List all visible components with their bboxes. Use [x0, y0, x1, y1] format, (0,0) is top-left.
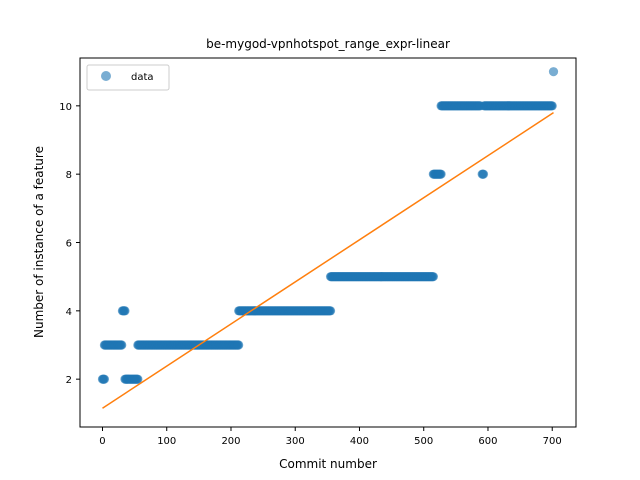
x-tick-label: 700: [543, 436, 562, 447]
fit-line: [102, 112, 554, 409]
x-axis: 0 100 200 300 400 500 600 700: [99, 427, 562, 447]
data-point: [120, 306, 130, 316]
x-axis-label: Commit number: [279, 457, 377, 471]
x-tick-label: 0: [99, 436, 105, 447]
data-point: [428, 272, 438, 282]
data-point: [548, 67, 559, 77]
legend-marker-data: [101, 71, 111, 81]
data-point: [133, 374, 143, 384]
legend-label-data: data: [131, 72, 154, 83]
data-point: [234, 340, 244, 350]
data-point: [478, 169, 489, 179]
x-tick-label: 200: [221, 436, 240, 447]
y-tick-label: 10: [59, 102, 72, 113]
y-axis-label: Number of instance of a feature: [32, 146, 46, 338]
fit-line-layer: [102, 112, 554, 409]
y-tick-label: 6: [66, 239, 72, 250]
x-tick-label: 400: [350, 436, 369, 447]
data-point: [99, 374, 110, 384]
y-axis: 2 4 6 8 10: [59, 102, 80, 386]
x-tick-label: 100: [157, 436, 176, 447]
y-tick-label: 8: [66, 170, 72, 181]
legend-box: [86, 64, 170, 91]
axes-frame: [79, 57, 577, 428]
legend: data: [86, 64, 170, 91]
data-point: [117, 340, 127, 350]
data-point: [436, 169, 446, 179]
x-tick-label: 600: [478, 436, 497, 447]
data-points: [97, 67, 559, 384]
chart-title: be-mygod-vpnhotspot_range_expr-linear: [206, 37, 450, 51]
data-point: [547, 101, 557, 111]
data-point: [325, 306, 336, 316]
x-tick-label: 500: [414, 436, 433, 447]
y-tick-label: 2: [66, 375, 72, 386]
y-tick-label: 4: [66, 307, 72, 318]
x-tick-label: 300: [286, 436, 305, 447]
